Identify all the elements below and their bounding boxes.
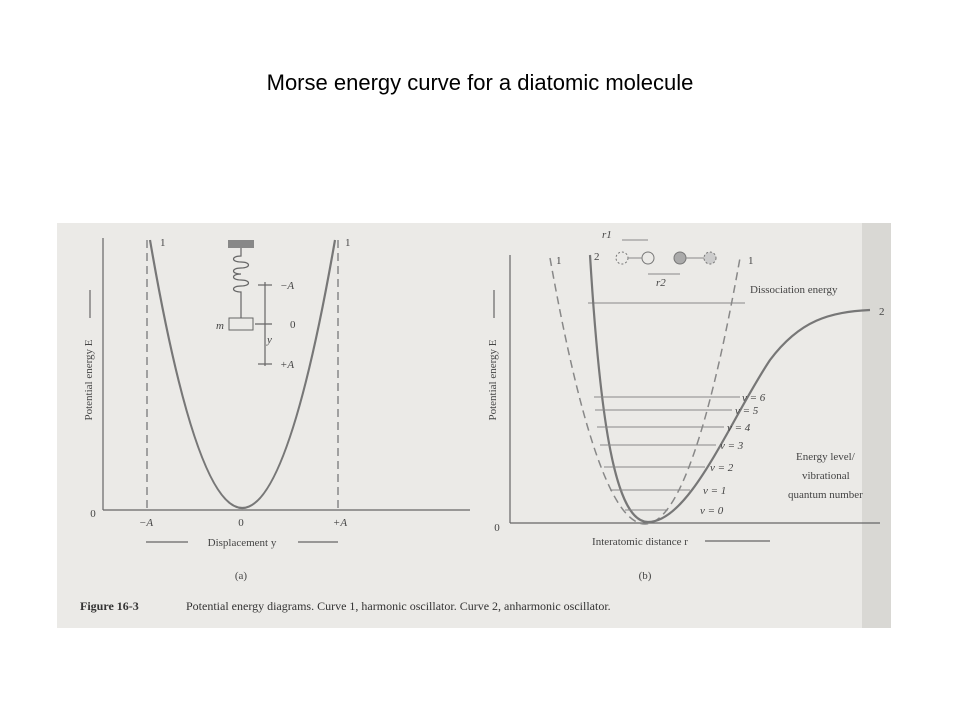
atom [703, 251, 717, 265]
level-label: v = 3 [720, 440, 744, 452]
panel-b: v = 0 v = 1 v = 2 v = 3 v = 4 v = 5 v = … [487, 229, 885, 582]
curve-label: 1 [160, 237, 166, 249]
figure-background [57, 223, 891, 628]
level-label: v = 6 [742, 392, 766, 404]
x-tick-label: 0 [238, 517, 244, 529]
x-axis-label: Interatomic distance r [592, 536, 688, 548]
level-label: v = 1 [703, 485, 726, 497]
level-label: v = 0 [700, 505, 724, 517]
atom [673, 251, 687, 265]
curve-label: 1 [748, 255, 754, 267]
spring-label: y [266, 334, 272, 346]
r-label: r1 [602, 229, 612, 241]
figure-number: Figure 16-3 [80, 599, 139, 613]
curve-label: 1 [556, 255, 562, 267]
y-axis-label: Potential energy E [487, 339, 499, 420]
x-axis-label: Displacement y [208, 537, 277, 549]
level-label: v = 5 [735, 405, 759, 417]
dissociation-label: Dissociation energy [750, 284, 838, 296]
level-note: Energy level/ [796, 451, 856, 463]
harmonic-curve [148, 239, 337, 509]
spring-label: m [216, 320, 224, 332]
spring [232, 248, 250, 318]
harmonic-curve [549, 257, 741, 525]
page-edge [862, 223, 891, 628]
x-tick-label: +A [333, 517, 347, 529]
level-label: v = 2 [710, 462, 734, 474]
x-tick-label: −A [139, 517, 153, 529]
level-label: v = 4 [727, 422, 751, 434]
curve-label: 2 [879, 306, 885, 318]
mass [228, 317, 254, 331]
spring-label: −A [280, 280, 294, 292]
origin-label: 0 [90, 508, 96, 520]
r-label: r2 [656, 277, 666, 289]
figure-caption: Potential energy diagrams. Curve 1, harm… [186, 599, 611, 613]
curve-label: 2 [594, 251, 600, 263]
level-note: quantum number [788, 489, 863, 501]
panel-caption: (a) [235, 570, 248, 582]
panel-a: 1 1 Potential energy E 0 −A 0 +A Displac… [83, 237, 470, 582]
origin-label: 0 [494, 522, 500, 534]
spring-mount [228, 240, 254, 248]
level-note: vibrational [802, 470, 850, 482]
morse-curve [588, 254, 871, 524]
y-axis-label: Potential energy E [83, 339, 95, 420]
spring-label: 0 [290, 319, 296, 331]
spring-label: +A [280, 359, 294, 371]
curve-label: 1 [345, 237, 351, 249]
panel-caption: (b) [639, 570, 652, 582]
slide-title: Morse energy curve for a diatomic molecu… [267, 70, 694, 95]
